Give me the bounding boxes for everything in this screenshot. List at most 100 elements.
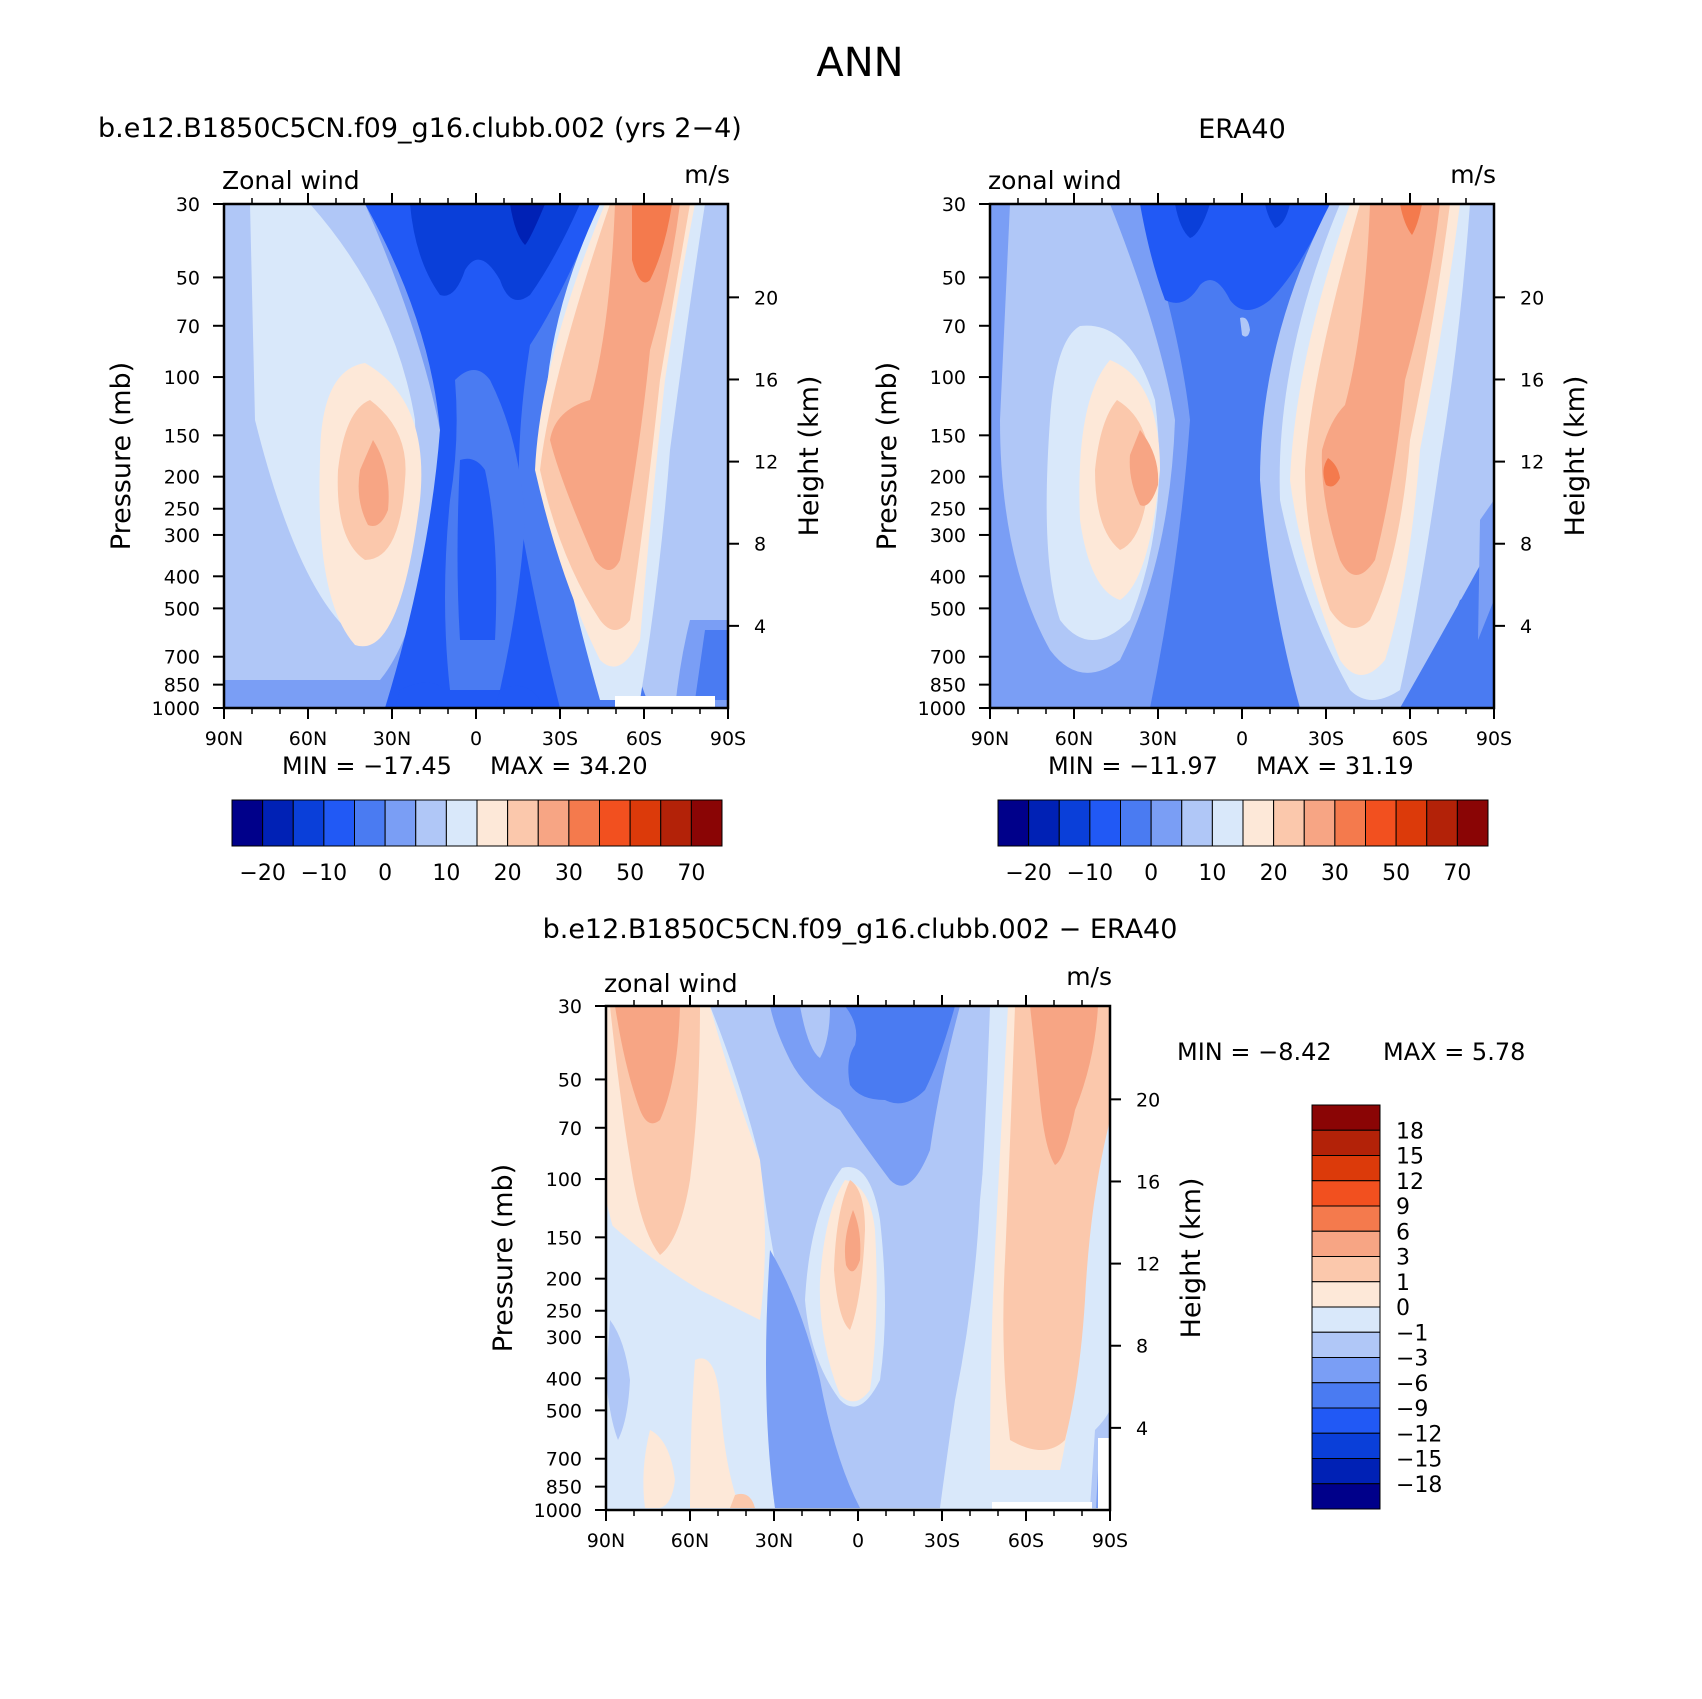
panel-obs: ERA40 zonal wind m/s 90N 60N 30	[872, 114, 1591, 886]
units-label: m/s	[1450, 160, 1496, 189]
y-tick-label: 70	[942, 316, 966, 338]
units-label: m/s	[1066, 962, 1112, 991]
min-label: MIN = −17.45	[282, 752, 452, 780]
missing-region	[1098, 1438, 1110, 1510]
axes: 90N 60N 30N 0 30S 60S 90S 30 50 70 100 150 200 250 300…	[106, 193, 825, 750]
colorbar-swatch	[231, 799, 264, 847]
right-tick-label: 8	[1136, 1336, 1148, 1358]
colorbar-swatch	[507, 799, 539, 847]
y-tick-label: 300	[546, 1327, 582, 1349]
right-tick-label: 16	[754, 369, 778, 391]
colorbar-swatch	[384, 799, 417, 847]
y-tick-label: 100	[930, 367, 966, 389]
colorbar-swatch	[445, 799, 478, 847]
y-tick-label: 850	[930, 675, 966, 697]
colorbar-label: 0	[378, 861, 392, 886]
y-axis-title: Pressure (mb)	[488, 1164, 519, 1352]
colorbar-label: −20	[239, 861, 285, 886]
colorbar-label: −10	[1067, 861, 1113, 886]
y-tick-label: 50	[176, 267, 200, 289]
colorbar-swatch	[1311, 1458, 1381, 1485]
min-label: MIN = −8.42	[1177, 1038, 1332, 1066]
colorbar-label: 20	[494, 861, 522, 886]
y-tick-label: 1000	[534, 1500, 582, 1522]
colorbar-label: −10	[301, 861, 347, 886]
contour-band	[1095, 400, 1150, 550]
contour-band	[1030, 1006, 1098, 1165]
contour-band	[1003, 1006, 1110, 1450]
min-label: MIN = −11.97	[1048, 752, 1218, 780]
colorbar-swatch	[262, 799, 294, 847]
contour-band	[1420, 580, 1494, 708]
axes: 90N 60N 30N 0 30S 60S 90S 30 50 70 100 150 200 250 300…	[488, 995, 1207, 1552]
colorbar-label: −1	[1396, 1321, 1428, 1346]
missing-region	[615, 696, 715, 708]
right-tick-label: 20	[1136, 1089, 1160, 1111]
y-tick-label: 250	[546, 1301, 582, 1323]
contour-band	[845, 1006, 955, 1104]
contour-band	[766, 1250, 860, 1508]
axes: 90N 60N 30N 0 30S 60S 90S 30 50 70 100 150 200 250 300…	[872, 193, 1591, 750]
x-tick-label: 60N	[1055, 728, 1093, 750]
contour-band	[1265, 204, 1290, 228]
colorbar-swatch	[1181, 799, 1213, 847]
contour-band	[1400, 204, 1422, 235]
colorbar-swatch	[1456, 799, 1489, 847]
right-tick-label: 8	[754, 534, 766, 556]
right-tick-label: 4	[1136, 1418, 1148, 1440]
y-tick-label: 50	[942, 267, 966, 289]
colorbar-label: 3	[1396, 1246, 1410, 1271]
contour-band	[550, 204, 680, 570]
colorbar-swatch	[1395, 799, 1428, 847]
y-tick-label: 300	[930, 525, 966, 547]
y-tick-label: 70	[176, 316, 200, 338]
panel-title: b.e12.B1850C5CN.f09_g16.clubb.002 − ERA4…	[543, 914, 1178, 945]
colorbar-swatch	[1311, 1407, 1381, 1434]
colorbar-swatch	[1311, 1129, 1381, 1156]
contour-field	[606, 1006, 1110, 1510]
contour-field	[224, 204, 728, 708]
panel-title: ERA40	[1198, 114, 1286, 145]
colorbar-label: 70	[1443, 861, 1471, 886]
right-tick-label: 20	[754, 287, 778, 309]
contour-band	[1129, 430, 1159, 506]
y-tick-label: 150	[930, 425, 966, 447]
contour-band	[690, 1358, 740, 1508]
x-tick-label: 90S	[1092, 1530, 1128, 1552]
x-tick-label: 60S	[1392, 728, 1428, 750]
y-tick-label: 30	[176, 194, 200, 216]
right-tick-label: 12	[1136, 1254, 1160, 1276]
contour-band	[495, 685, 540, 708]
contour-band	[844, 1210, 861, 1272]
x-tick-label: 30N	[755, 1530, 793, 1552]
y-tick-label: 1000	[152, 698, 200, 720]
y-axis-title: Pressure (mb)	[872, 362, 903, 550]
colorbar-swatch	[1365, 799, 1397, 847]
colorbar-label: −18	[1396, 1473, 1442, 1498]
x-tick-label: 90S	[1476, 728, 1512, 750]
contour-band	[632, 204, 672, 283]
panel-diff: b.e12.B1850C5CN.f09_g16.clubb.002 − ERA4…	[488, 914, 1525, 1552]
colorbar-swatch	[1426, 799, 1458, 847]
colorbar-label: 12	[1396, 1170, 1424, 1195]
contour-band	[510, 204, 545, 245]
colorbar-swatch	[1242, 799, 1275, 847]
right-tick-label: 4	[1520, 616, 1532, 638]
variable-label: zonal wind	[988, 166, 1122, 195]
right-tick-label: 8	[1520, 534, 1532, 556]
max-label: MAX = 5.78	[1383, 1038, 1525, 1066]
y-tick-label: 850	[546, 1477, 582, 1499]
colorbar-swatch	[599, 799, 631, 847]
contour-band	[695, 630, 728, 700]
colorbar-swatch	[292, 799, 325, 847]
colorbar-label: 6	[1396, 1220, 1410, 1245]
colorbar-swatch	[1150, 799, 1183, 847]
y-tick-label: 500	[930, 598, 966, 620]
x-tick-label: 90N	[971, 728, 1009, 750]
colorbar-label: 1	[1396, 1271, 1410, 1296]
contour-field	[990, 204, 1494, 708]
y-tick-label: 400	[546, 1368, 582, 1390]
contour-band	[1323, 458, 1340, 487]
colorbar-swatch	[1311, 1155, 1381, 1182]
